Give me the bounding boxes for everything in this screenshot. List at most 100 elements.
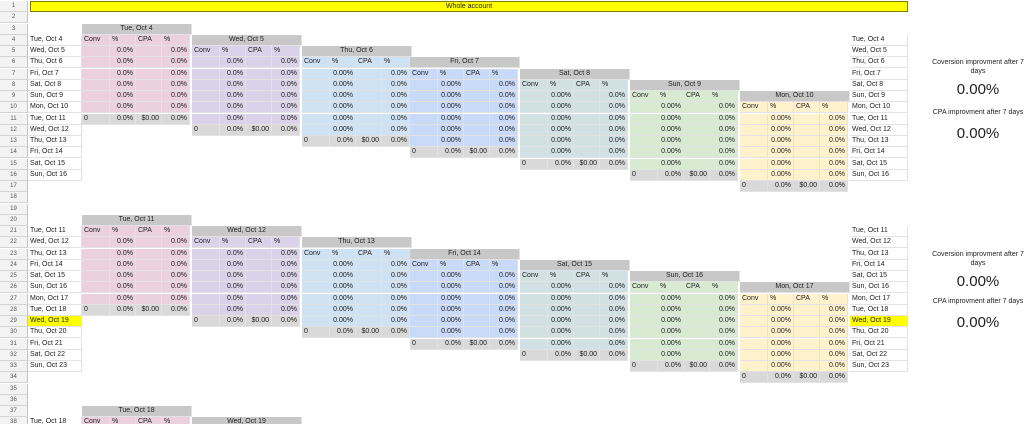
row-header[interactable]: 19 xyxy=(0,203,28,215)
total-cell[interactable]: $0.00 xyxy=(356,327,382,339)
data-cell[interactable]: 0.00% xyxy=(768,169,794,181)
data-cell[interactable]: 0.00% xyxy=(768,136,794,147)
data-cell[interactable]: 0.0% xyxy=(162,46,190,57)
cohort-header[interactable]: Sun, Oct 9 xyxy=(630,79,740,91)
date-cell[interactable]: Tue, Oct 18 xyxy=(28,304,82,316)
data-cell[interactable] xyxy=(192,271,220,282)
data-cell[interactable]: 0.0% xyxy=(820,304,848,316)
data-cell[interactable] xyxy=(740,361,768,372)
data-cell[interactable]: 0.0% xyxy=(110,237,136,249)
cohort-header[interactable]: Tue, Oct 11 xyxy=(82,214,192,226)
total-cell[interactable]: 0 xyxy=(82,113,110,125)
data-cell[interactable] xyxy=(574,316,600,327)
date-cell-right[interactable]: Fri, Oct 21 xyxy=(850,338,908,350)
data-cell[interactable]: 0.0% xyxy=(110,248,136,260)
data-cell[interactable]: 0.00% xyxy=(768,304,794,316)
data-cell[interactable] xyxy=(740,136,768,147)
data-cell[interactable]: 0.0% xyxy=(162,293,190,305)
total-cell[interactable]: 0.0% xyxy=(330,136,356,147)
data-cell[interactable] xyxy=(794,327,820,339)
data-cell[interactable] xyxy=(464,124,490,136)
date-cell[interactable]: Wed, Oct 19 xyxy=(28,316,82,327)
date-cell[interactable]: Mon, Oct 10 xyxy=(28,102,82,114)
data-cell[interactable]: 0.0% xyxy=(110,91,136,102)
data-cell[interactable]: 0.0% xyxy=(220,79,246,91)
date-cell[interactable]: Fri, Oct 14 xyxy=(28,147,82,159)
row-header[interactable]: 32 xyxy=(0,349,28,361)
data-cell[interactable]: 0.0% xyxy=(110,282,136,294)
date-cell[interactable]: Sun, Oct 23 xyxy=(28,361,82,372)
data-cell[interactable] xyxy=(684,327,710,339)
data-cell[interactable] xyxy=(740,169,768,181)
data-cell[interactable]: 0.00% xyxy=(658,102,684,114)
data-cell[interactable]: 0.0% xyxy=(710,158,738,170)
data-cell[interactable] xyxy=(246,57,272,69)
data-cell[interactable] xyxy=(136,68,162,80)
data-cell[interactable] xyxy=(794,349,820,361)
data-cell[interactable]: 0.00% xyxy=(548,91,574,102)
total-cell[interactable]: 0.0% xyxy=(382,136,410,147)
data-cell[interactable]: 0.0% xyxy=(490,124,518,136)
date-cell[interactable]: Fri, Oct 14 xyxy=(28,259,82,271)
row-header[interactable]: 30 xyxy=(0,327,28,339)
data-cell[interactable]: 0.0% xyxy=(272,113,300,125)
data-cell[interactable]: 0.0% xyxy=(272,304,300,316)
row-header[interactable]: 27 xyxy=(0,293,28,305)
data-cell[interactable]: 0.0% xyxy=(162,248,190,260)
data-cell[interactable] xyxy=(684,349,710,361)
data-cell[interactable]: 0.00% xyxy=(438,102,464,114)
column-header[interactable]: % xyxy=(490,68,518,80)
data-cell[interactable]: 0.0% xyxy=(600,147,628,159)
data-cell[interactable]: 0.00% xyxy=(548,293,574,305)
cpa-improvement-value[interactable]: 0.00% xyxy=(956,314,1000,331)
data-cell[interactable] xyxy=(356,316,382,327)
column-header[interactable]: % xyxy=(382,248,410,260)
total-cell[interactable]: 0 xyxy=(740,181,768,192)
column-header[interactable]: % xyxy=(820,102,848,114)
data-cell[interactable]: 0.00% xyxy=(658,316,684,327)
data-cell[interactable] xyxy=(794,169,820,181)
data-cell[interactable]: 0.00% xyxy=(658,158,684,170)
row-header[interactable]: 38 xyxy=(0,417,28,424)
data-cell[interactable] xyxy=(574,338,600,350)
data-cell[interactable] xyxy=(356,68,382,80)
data-cell[interactable]: 0.00% xyxy=(330,316,356,327)
data-cell[interactable] xyxy=(302,113,330,125)
data-cell[interactable] xyxy=(630,147,658,159)
data-cell[interactable] xyxy=(192,293,220,305)
data-cell[interactable]: 0.00% xyxy=(438,271,464,282)
data-cell[interactable]: 0.00% xyxy=(548,304,574,316)
column-header[interactable]: % xyxy=(110,417,136,424)
column-header[interactable]: % xyxy=(220,46,246,57)
data-cell[interactable] xyxy=(356,259,382,271)
data-cell[interactable] xyxy=(410,136,438,147)
data-cell[interactable]: 0.0% xyxy=(490,304,518,316)
date-cell-right[interactable]: Thu, Oct 13 xyxy=(850,136,908,147)
data-cell[interactable] xyxy=(574,282,600,294)
total-cell[interactable]: 0.0% xyxy=(220,316,246,327)
column-header[interactable]: Conv xyxy=(520,271,548,282)
row-header[interactable]: 6 xyxy=(0,57,28,69)
column-header[interactable]: Conv xyxy=(740,102,768,114)
data-cell[interactable] xyxy=(192,259,220,271)
data-cell[interactable]: 0.00% xyxy=(438,282,464,294)
data-cell[interactable] xyxy=(630,304,658,316)
date-cell[interactable]: Tue, Oct 18 xyxy=(28,417,82,424)
data-cell[interactable]: 0.00% xyxy=(658,304,684,316)
row-header[interactable]: 13 xyxy=(0,136,28,147)
data-cell[interactable]: 0.0% xyxy=(220,102,246,114)
column-header[interactable]: % xyxy=(658,282,684,294)
data-cell[interactable]: 0.00% xyxy=(330,113,356,125)
data-cell[interactable] xyxy=(82,79,110,91)
data-cell[interactable] xyxy=(520,327,548,339)
date-cell[interactable]: Thu, Oct 13 xyxy=(28,248,82,260)
data-cell[interactable]: 0.0% xyxy=(382,68,410,80)
data-cell[interactable] xyxy=(246,79,272,91)
data-cell[interactable]: 0.0% xyxy=(220,113,246,125)
data-cell[interactable]: 0.0% xyxy=(600,282,628,294)
data-cell[interactable]: 0.00% xyxy=(330,293,356,305)
data-cell[interactable]: 0.00% xyxy=(438,91,464,102)
row-header[interactable]: 8 xyxy=(0,79,28,91)
data-cell[interactable] xyxy=(246,304,272,316)
